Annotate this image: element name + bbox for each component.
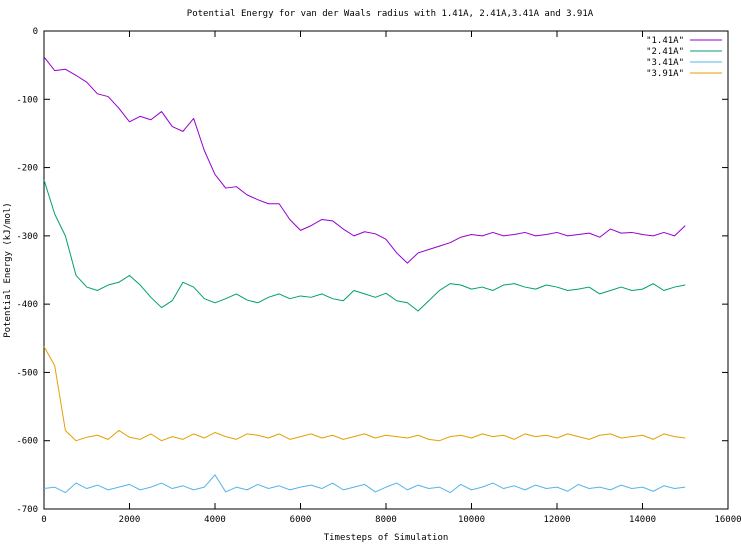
series-line-2 — [43, 179, 686, 312]
y-tick-label: -300 — [16, 232, 38, 242]
x-tick-label: 16000 — [714, 515, 741, 525]
chart-title: Potential Energy for van der Waals radiu… — [187, 9, 594, 19]
x-tick-label: 10000 — [458, 515, 485, 525]
y-tick-label: -500 — [16, 368, 38, 378]
x-tick-label: 2000 — [119, 515, 141, 525]
legend: "1.41A""2.41A""3.41A""3.91A" — [646, 36, 722, 79]
x-tick-label: 14000 — [629, 515, 656, 525]
series-layer — [43, 56, 686, 494]
y-tick-label: -200 — [16, 164, 38, 174]
x-tick-label: 12000 — [543, 515, 570, 525]
series-line-4 — [43, 346, 686, 442]
legend-label: "1.41A" — [646, 36, 684, 46]
x-tick-label: 8000 — [375, 515, 397, 525]
x-tick-label: 4000 — [204, 515, 226, 525]
y-axis-title: Potential Energy (kJ/mol) — [3, 202, 13, 337]
y-tick-label: -700 — [16, 505, 38, 515]
y-tick-label: -400 — [16, 300, 38, 310]
x-tick-label: 6000 — [290, 515, 312, 525]
series-line-3 — [43, 474, 686, 494]
x-axis: 0 2000 4000 6000 8000 10000 12000 14000 16000 — [41, 31, 741, 525]
legend-label: "2.41A" — [646, 47, 684, 57]
y-axis: 0 -100 -200 -300 -400 -500 -600 -700 — [16, 27, 728, 515]
legend-label: "3.41A" — [646, 58, 684, 68]
y-tick-label: -100 — [16, 95, 38, 105]
y-tick-label: 0 — [33, 27, 38, 37]
x-tick-label: 0 — [41, 515, 46, 525]
x-axis-title: Timesteps of Simulation — [324, 533, 449, 543]
legend-label: "3.91A" — [646, 69, 684, 79]
series-line-1 — [43, 56, 686, 264]
y-tick-label: -600 — [16, 437, 38, 447]
